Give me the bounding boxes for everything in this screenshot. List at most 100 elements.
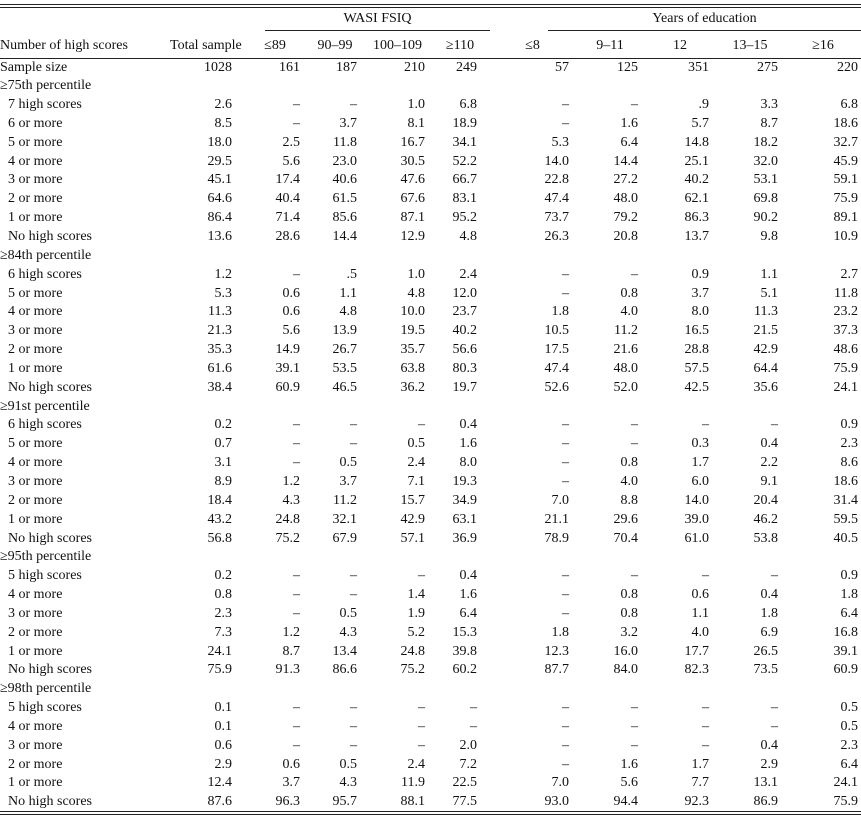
row-label: 1 or more bbox=[8, 643, 63, 659]
cell: 1.6 bbox=[620, 756, 639, 772]
cell: 4.3 bbox=[339, 775, 358, 791]
cell: – bbox=[702, 700, 710, 716]
cell: 34.9 bbox=[452, 492, 478, 508]
cell: 2.4 bbox=[407, 756, 426, 772]
table-row: 3 or more 8.9 1.2 3.7 7.1 19.3 – 4.0 6.0 9.1 18.6 bbox=[0, 473, 861, 492]
row-label: 3 or more bbox=[8, 473, 63, 489]
cell: – bbox=[631, 737, 639, 753]
cell: 13.6 bbox=[207, 229, 233, 245]
cell: 0.5 bbox=[840, 700, 859, 716]
cell: 0.5 bbox=[339, 756, 358, 772]
row-label: 3 or more bbox=[8, 605, 63, 621]
group-header: WASI FSIQ bbox=[265, 11, 491, 31]
cell: – bbox=[771, 568, 779, 584]
cell: 89.1 bbox=[833, 210, 859, 226]
table-head: WASI FSIQ Years of education Number of h… bbox=[0, 6, 861, 59]
cell: 28.8 bbox=[684, 342, 710, 358]
cell: 2.4 bbox=[407, 455, 426, 471]
cell: 16.5 bbox=[684, 323, 710, 339]
cell: 12.0 bbox=[452, 285, 478, 301]
cell: 0.3 bbox=[691, 436, 710, 452]
cell: 34.1 bbox=[452, 134, 478, 150]
table-row: No high scores 87.6 96.3 95.7 88.1 77.5 93.0 94… bbox=[0, 793, 861, 813]
cell: 5.1 bbox=[760, 285, 779, 301]
cell: 15.3 bbox=[452, 624, 478, 640]
cell: – bbox=[293, 436, 300, 452]
cell: 73.5 bbox=[753, 662, 779, 678]
row-label: No high scores bbox=[8, 229, 92, 245]
cell: 42.9 bbox=[400, 511, 426, 527]
cell: 20.8 bbox=[613, 229, 639, 245]
cell: 40.6 bbox=[332, 172, 358, 188]
cell: 0.9 bbox=[691, 266, 710, 282]
cell: 3.7 bbox=[339, 473, 358, 489]
cell: 64.6 bbox=[207, 191, 233, 207]
cell: 75.9 bbox=[833, 191, 859, 207]
cell: 249 bbox=[456, 59, 478, 75]
cell: 2.7 bbox=[840, 266, 859, 282]
cell: 80.3 bbox=[452, 360, 478, 376]
row-label: No high scores bbox=[8, 379, 92, 395]
cell: 70.4 bbox=[613, 530, 639, 546]
cell: – bbox=[293, 718, 300, 734]
cell: 161 bbox=[279, 59, 300, 75]
cell: – bbox=[562, 97, 570, 113]
row-label: 3 or more bbox=[8, 323, 63, 339]
table-row: No high scores 38.4 60.9 46.5 36.2 19.7 52.6 52… bbox=[0, 378, 861, 397]
cell: – bbox=[293, 700, 300, 716]
cell: 17.5 bbox=[544, 342, 570, 358]
cell: 75.9 bbox=[833, 360, 859, 376]
row-label: 3 or more bbox=[8, 172, 63, 188]
section-row: ≥75th percentile bbox=[0, 77, 861, 96]
cell: 14.4 bbox=[613, 153, 639, 169]
cell: 32.7 bbox=[833, 134, 859, 150]
cell: 0.4 bbox=[459, 568, 478, 584]
cell: 87.6 bbox=[207, 793, 233, 809]
column-header: 13–15 bbox=[715, 32, 786, 59]
row-label: 1 or more bbox=[8, 210, 63, 226]
section-row: ≥95th percentile bbox=[0, 548, 861, 567]
cell: 69.8 bbox=[753, 191, 779, 207]
cell: 19.7 bbox=[452, 379, 478, 395]
cell: 7.2 bbox=[459, 756, 478, 772]
cell: 67.6 bbox=[400, 191, 426, 207]
cell: 62.1 bbox=[684, 191, 710, 207]
cell: 0.8 bbox=[620, 285, 639, 301]
table-row: 4 or more 29.5 5.6 23.0 30.5 52.2 14.0 14.4 25.1… bbox=[0, 152, 861, 171]
cell: 60.9 bbox=[275, 379, 301, 395]
cell: 11.2 bbox=[333, 492, 357, 508]
row-label: 5 or more bbox=[8, 436, 63, 452]
cell: – bbox=[562, 737, 570, 753]
cell: 10.5 bbox=[544, 323, 570, 339]
cell: 5.3 bbox=[214, 285, 233, 301]
cell: 59.5 bbox=[833, 511, 859, 527]
section-title: ≥84th percentile bbox=[0, 247, 92, 263]
cell: 43.2 bbox=[207, 511, 233, 527]
cell: 60.9 bbox=[833, 662, 859, 678]
section-title: ≥91st percentile bbox=[0, 398, 90, 414]
cell: 8.0 bbox=[691, 304, 710, 320]
cell: 14.9 bbox=[275, 342, 301, 358]
cell: 36.9 bbox=[452, 530, 478, 546]
cell: – bbox=[418, 700, 425, 716]
table-row: 4 or more 0.1 – – – – – – – – 0.5 bbox=[0, 718, 861, 737]
cell: 86.6 bbox=[332, 662, 358, 678]
cell: 3.3 bbox=[760, 97, 779, 113]
cell: 79.2 bbox=[613, 210, 639, 226]
cell: 3.2 bbox=[620, 624, 639, 640]
cell: – bbox=[631, 718, 639, 734]
cell: 14.0 bbox=[684, 492, 710, 508]
table-row: 2 or more 35.3 14.9 26.7 35.7 56.6 17.5 21.6 28.… bbox=[0, 341, 861, 360]
cell: 78.9 bbox=[544, 530, 570, 546]
cell: 52.2 bbox=[452, 153, 478, 169]
cell: 42.9 bbox=[753, 342, 779, 358]
cell: – bbox=[293, 115, 300, 131]
cell: 32.0 bbox=[753, 153, 779, 169]
cell: 1.0 bbox=[407, 266, 426, 282]
cell: 75.9 bbox=[207, 662, 233, 678]
cell: 0.6 bbox=[282, 304, 301, 320]
cell: – bbox=[702, 568, 710, 584]
cell: 47.4 bbox=[544, 360, 570, 376]
cell: 5.6 bbox=[282, 153, 301, 169]
cell: 2.3 bbox=[840, 737, 859, 753]
